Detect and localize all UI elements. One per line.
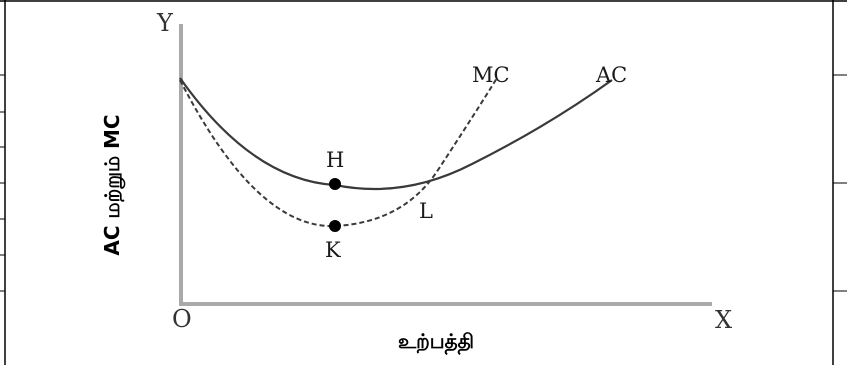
point-k-label: K [325,238,341,262]
y-axis-title: AC மற்றும் MC [100,114,126,255]
frame-left-ticks [0,74,5,292]
x-axis-title: உற்பத்தி [398,329,474,355]
frame-right-ticks [833,74,847,292]
point-l-label: L [419,199,433,223]
mc-curve-label: MC [472,63,510,87]
ac-curve [179,77,613,191]
point-k [329,220,341,232]
point-h [329,178,341,190]
point-h-label: H [326,148,344,172]
y-axis-letter: Y [156,9,174,37]
mc-curve [179,77,498,228]
origin-letter: O [172,305,192,333]
x-axis-letter: X [715,306,732,334]
ac-curve-label: AC [595,63,627,87]
